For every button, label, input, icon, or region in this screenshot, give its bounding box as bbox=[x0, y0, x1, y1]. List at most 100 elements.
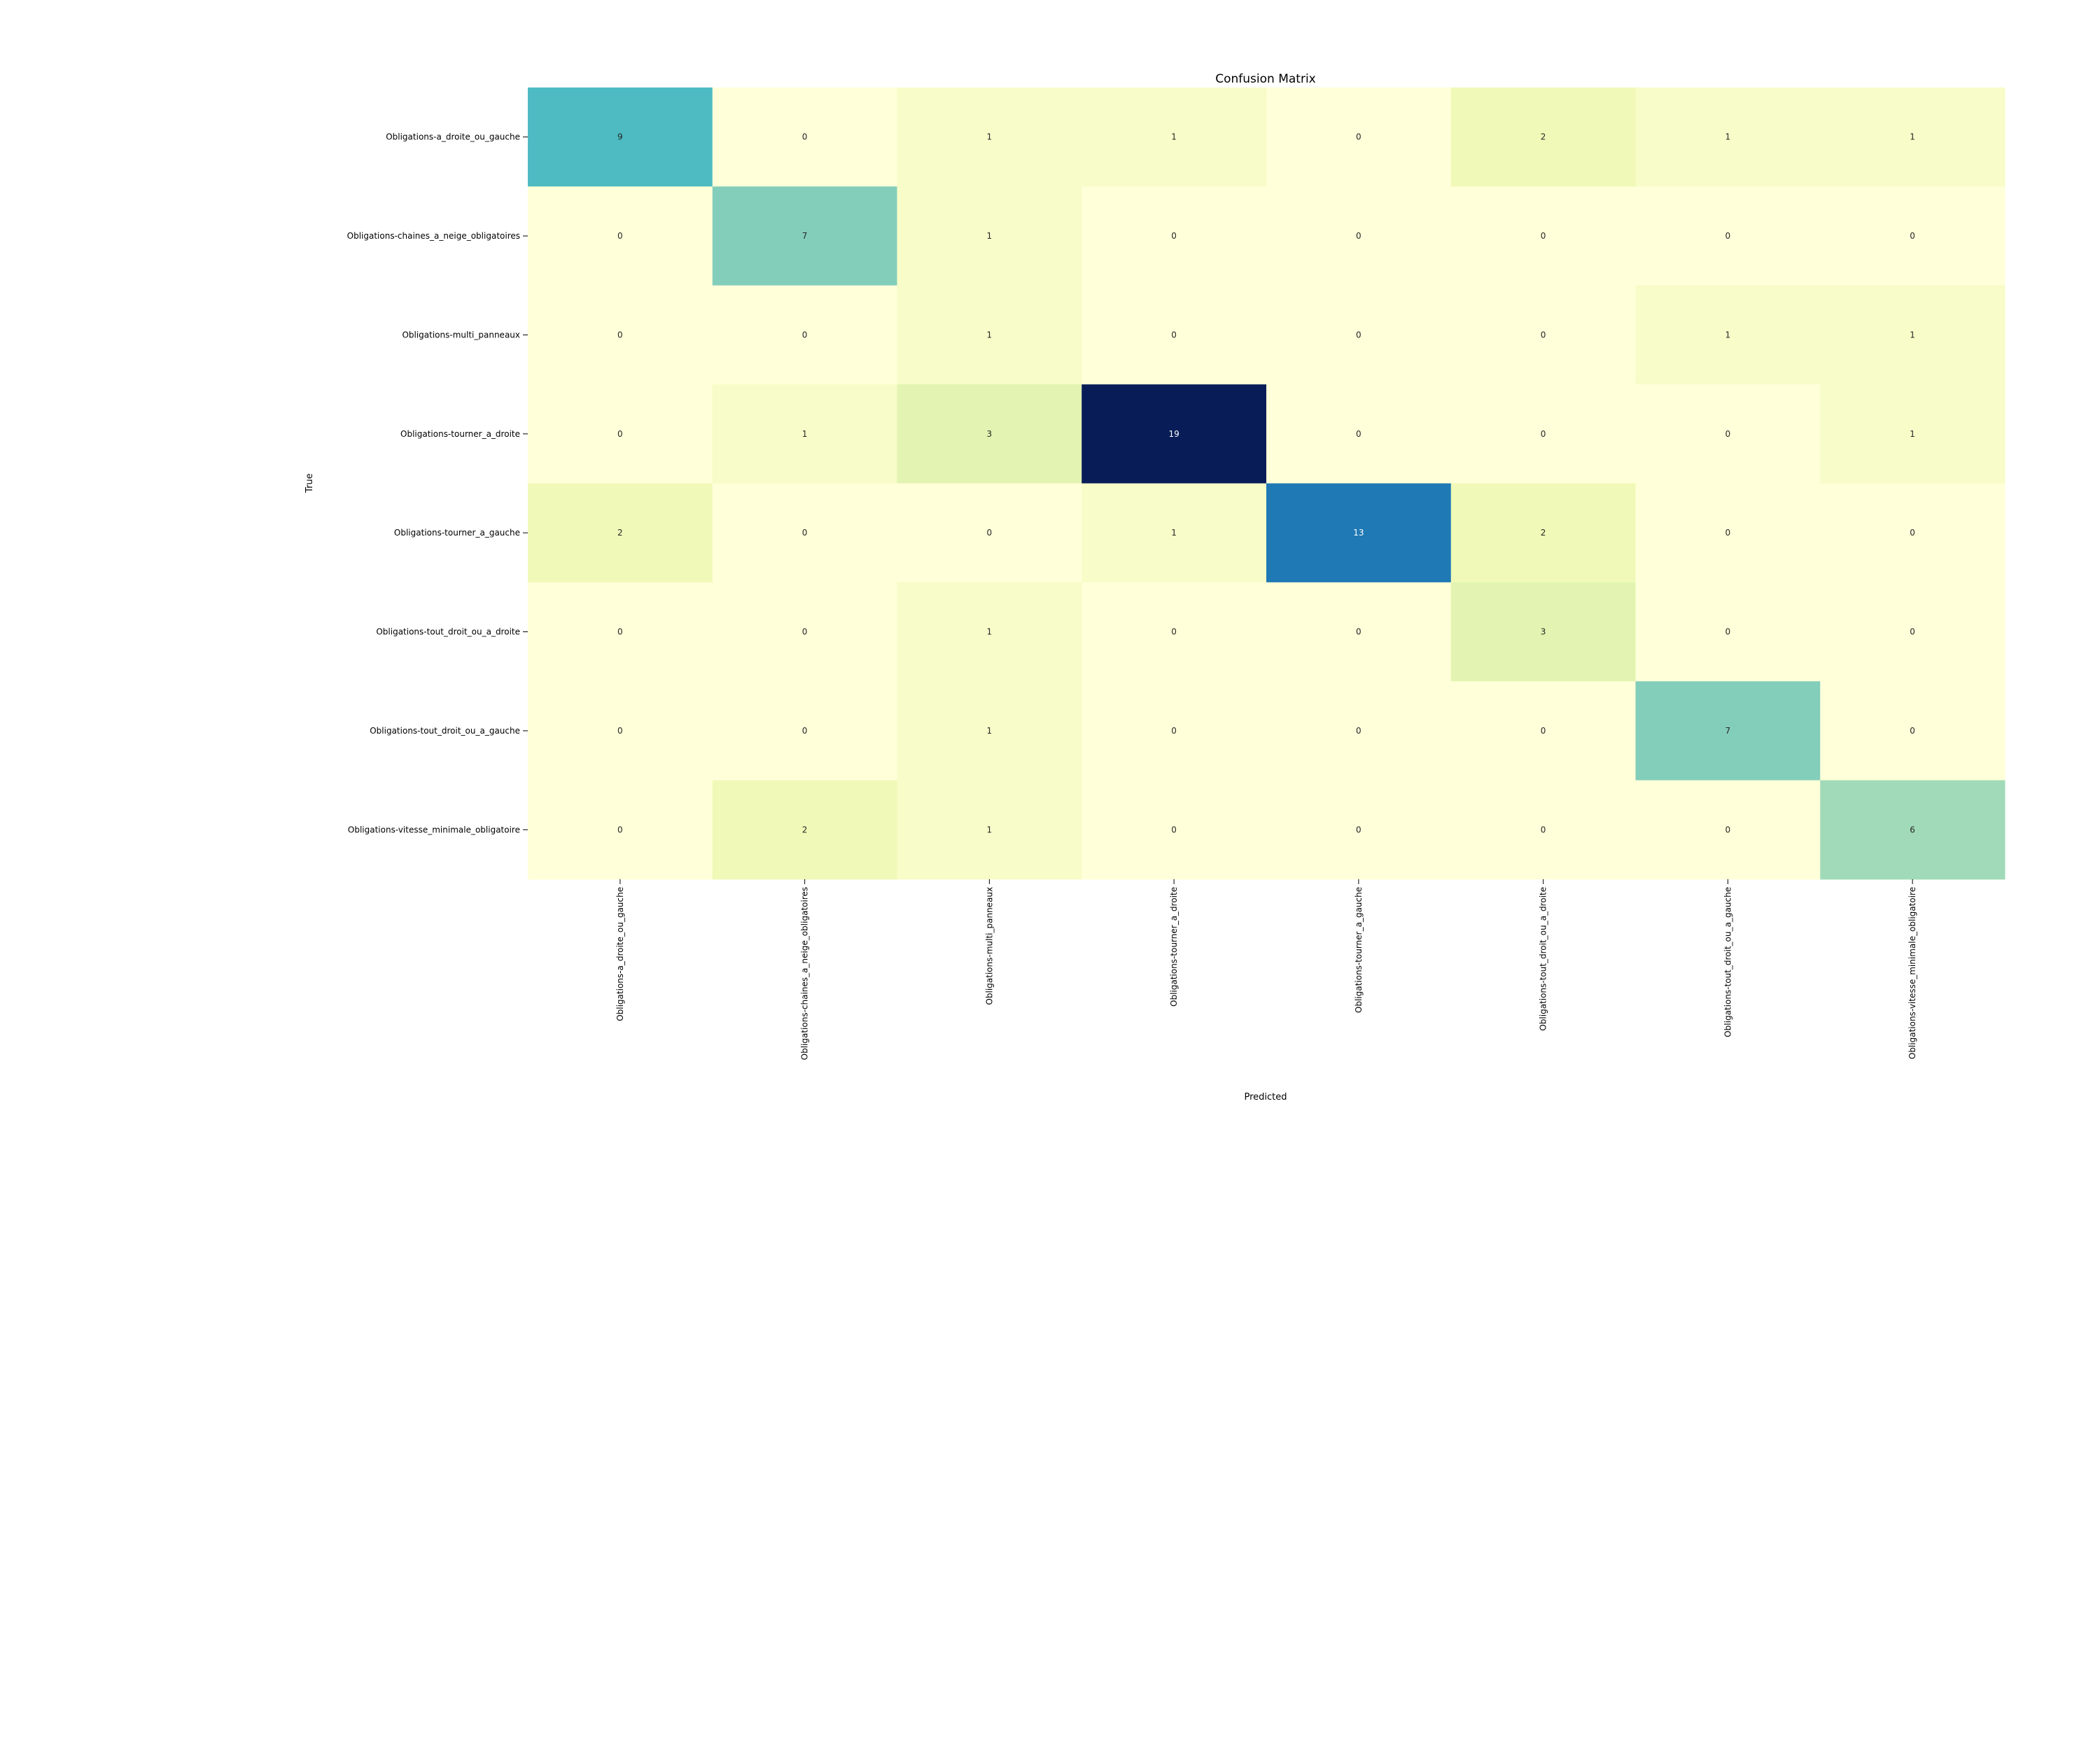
cell-value-label: 0 bbox=[617, 231, 623, 241]
cell-value-label: 1 bbox=[987, 726, 993, 736]
heatmap-cell-r1-c6 bbox=[1635, 186, 1821, 286]
heatmap-cell-r5-c6 bbox=[1635, 582, 1821, 682]
cell-value-label: 1 bbox=[1910, 330, 1915, 340]
cell-value-label: 0 bbox=[802, 726, 808, 736]
heatmap-cell-r7-c1 bbox=[712, 780, 897, 880]
cell-value-label: 0 bbox=[1171, 825, 1177, 834]
heatmap-cell-r3-c0 bbox=[528, 384, 713, 484]
y-tick-label: Obligations-chaines_a_neige_obligatoires bbox=[347, 231, 520, 241]
heatmap-cell-r5-c4 bbox=[1266, 582, 1452, 682]
cell-value-label: 9 bbox=[617, 132, 623, 142]
cell-value-label: 0 bbox=[1171, 231, 1177, 241]
y-tick-label: Obligations-vitesse_minimale_obligatoire bbox=[348, 825, 520, 834]
x-tick-label: Obligations-tourner_a_gauche bbox=[1354, 887, 1364, 1013]
heatmap-cell-r6-c0 bbox=[528, 681, 713, 781]
x-tick-label: Obligations-a_droite_ou_gauche bbox=[615, 887, 625, 1021]
heatmap-cell-r1-c4 bbox=[1266, 186, 1452, 286]
cell-value-label: 0 bbox=[1541, 330, 1546, 340]
cell-value-label: 0 bbox=[617, 726, 623, 736]
y-tick-label: Obligations-a_droite_ou_gauche bbox=[386, 132, 520, 142]
heatmap-cell-r3-c7 bbox=[1820, 384, 2005, 484]
heatmap-cell-r5-c7 bbox=[1820, 582, 2005, 682]
cell-value-label: 1 bbox=[1910, 429, 1915, 439]
heatmap-cell-r0-c3 bbox=[1082, 88, 1267, 187]
heatmap-cell-r1-c2 bbox=[897, 186, 1082, 286]
cell-value-label: 7 bbox=[802, 231, 808, 241]
heatmap-cell-r6-c5 bbox=[1450, 681, 1636, 781]
cell-value-label: 0 bbox=[802, 627, 808, 637]
heatmap-cell-r7-c2 bbox=[897, 780, 1082, 880]
cell-value-label: 2 bbox=[1541, 132, 1546, 142]
cell-value-label: 0 bbox=[1910, 231, 1915, 241]
cell-value-label: 0 bbox=[1726, 627, 1731, 637]
cell-value-label: 0 bbox=[617, 627, 623, 637]
cell-value-labels: 9 0 1 1 0 2 1 10 7 1 0 0 0 0 00 0 1 0 0 0 1 10 1 3 19 0 0 0 12 0 0 1 13 2… bbox=[617, 132, 1915, 835]
cell-value-label: 1 bbox=[987, 825, 993, 834]
y-tick-label: Obligations-tourner_a_droite bbox=[400, 429, 520, 439]
heatmap-cell-r0-c6 bbox=[1635, 88, 1821, 187]
heatmap-cell-r3-c3 bbox=[1082, 384, 1267, 484]
heatmap-cell-r0-c7 bbox=[1820, 88, 2005, 187]
cell-value-label: 3 bbox=[1541, 627, 1546, 637]
cell-value-label: 0 bbox=[617, 429, 623, 439]
heatmap-cell-r2-c1 bbox=[712, 285, 897, 385]
cell-value-label: 0 bbox=[1910, 726, 1915, 736]
cell-value-label: 1 bbox=[987, 627, 993, 637]
heatmap-cell-r1-c0 bbox=[528, 186, 713, 286]
heatmap-cell-r1-c5 bbox=[1450, 186, 1636, 286]
heatmap-cell-r5-c0 bbox=[528, 582, 713, 682]
cell-value-label: 2 bbox=[802, 825, 808, 834]
heatmap-cell-r3-c6 bbox=[1635, 384, 1821, 484]
cell-value-label: 0 bbox=[1171, 726, 1177, 736]
heatmap-cell-r0-c0 bbox=[528, 88, 713, 187]
heatmap-cell-r0-c2 bbox=[897, 88, 1082, 187]
x-tick-label: Obligations-multi_panneaux bbox=[984, 887, 994, 1005]
cell-value-label: 0 bbox=[802, 132, 808, 142]
cell-value-label: 0 bbox=[1356, 231, 1362, 241]
cell-value-label: 3 bbox=[987, 429, 993, 439]
heatmap-cell-r1-c1 bbox=[712, 186, 897, 286]
cell-value-label: 1 bbox=[987, 132, 993, 142]
heatmap-cell-r3-c1 bbox=[712, 384, 897, 484]
cell-value-label: 0 bbox=[1541, 726, 1546, 736]
cell-value-label: 1 bbox=[1726, 132, 1731, 142]
x-tick-label: Obligations-tourner_a_droite bbox=[1169, 887, 1179, 1007]
cell-value-label: 13 bbox=[1353, 528, 1364, 538]
cell-value-label: 0 bbox=[1356, 825, 1362, 834]
heatmap-cell-r5-c1 bbox=[712, 582, 897, 682]
cell-value-label: 2 bbox=[1541, 528, 1546, 538]
heatmap-cell-r2-c3 bbox=[1082, 285, 1267, 385]
cell-value-label: 0 bbox=[802, 330, 808, 340]
heatmap-cell-r6-c1 bbox=[712, 681, 897, 781]
heatmap-cell-r7-c6 bbox=[1635, 780, 1821, 880]
heatmap-cell-r7-c4 bbox=[1266, 780, 1452, 880]
x-tick-label: Obligations-tout_droit_ou_a_gauche bbox=[1723, 887, 1732, 1037]
heatmap-cell-r6-c3 bbox=[1082, 681, 1267, 781]
y-tick-label: Obligations-multi_panneaux bbox=[402, 330, 520, 340]
heatmap-cell-r4-c3 bbox=[1082, 483, 1267, 583]
heatmap-cell-r3-c5 bbox=[1450, 384, 1636, 484]
cell-value-label: 1 bbox=[802, 429, 808, 439]
cell-value-label: 0 bbox=[1356, 429, 1362, 439]
heatmap-cell-r5-c5 bbox=[1450, 582, 1636, 682]
cell-value-label: 0 bbox=[1726, 528, 1731, 538]
cell-value-label: 0 bbox=[1910, 627, 1915, 637]
cell-value-label: 0 bbox=[1171, 627, 1177, 637]
y-tick-label: Obligations-tout_droit_ou_a_droite bbox=[376, 627, 520, 637]
cell-value-label: 1 bbox=[987, 330, 993, 340]
heatmap-cell-r4-c0 bbox=[528, 483, 713, 583]
heatmap-cell-r7-c3 bbox=[1082, 780, 1267, 880]
heatmap-cell-r4-c2 bbox=[897, 483, 1082, 583]
heatmap-cell-r6-c7 bbox=[1820, 681, 2005, 781]
cell-value-label: 2 bbox=[617, 528, 623, 538]
cell-value-label: 0 bbox=[1356, 132, 1362, 142]
y-axis-label: True bbox=[304, 473, 315, 493]
cell-value-label: 6 bbox=[1910, 825, 1915, 834]
heatmap-cell-r7-c0 bbox=[528, 780, 713, 880]
y-tick-label: Obligations-tourner_a_gauche bbox=[394, 528, 520, 538]
heatmap-cell-r0-c1 bbox=[712, 88, 897, 187]
cell-value-label: 0 bbox=[1541, 429, 1546, 439]
heatmap-cell-r6-c6 bbox=[1635, 681, 1821, 781]
cell-value-label: 0 bbox=[1356, 627, 1362, 637]
heatmap-cell-r0-c4 bbox=[1266, 88, 1452, 187]
